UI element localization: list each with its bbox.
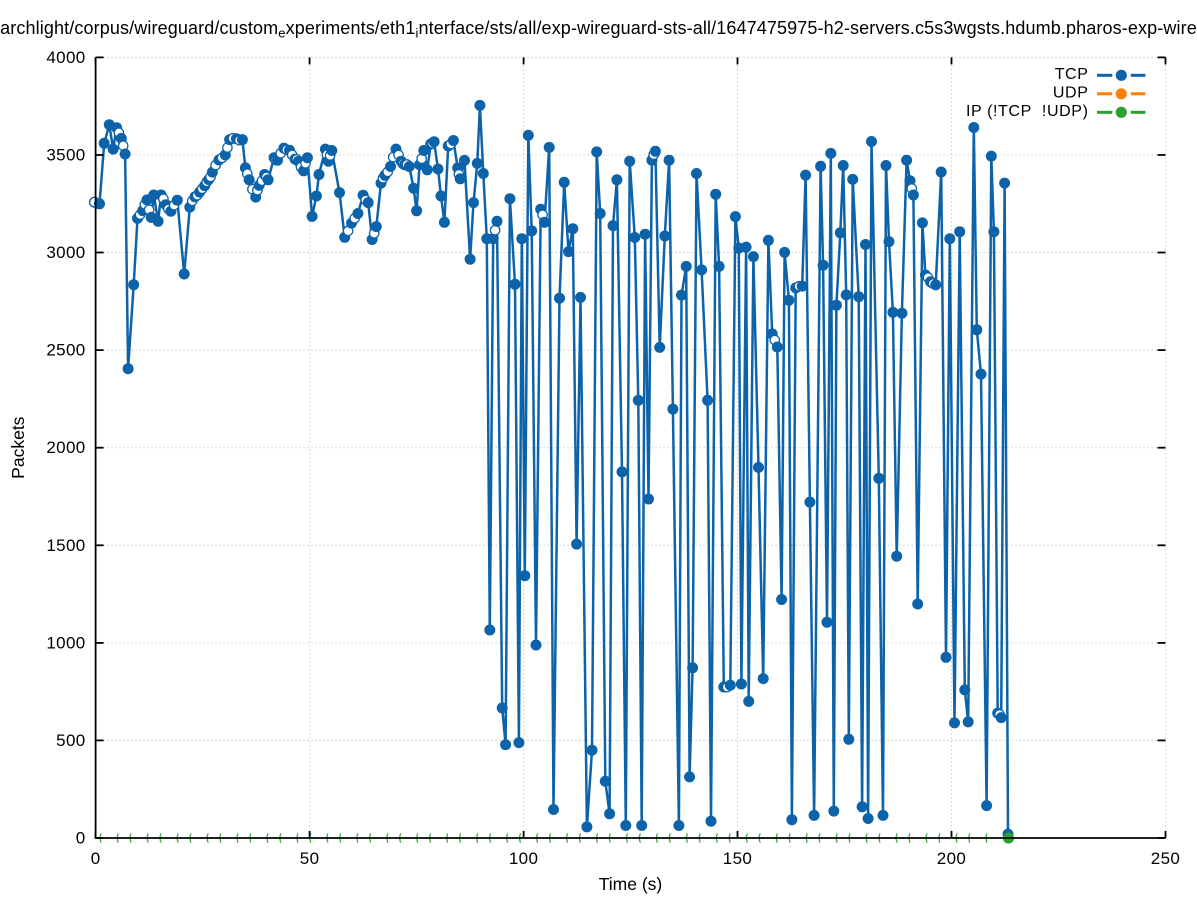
svg-text:0: 0 [76, 829, 86, 848]
svg-text:50: 50 [300, 849, 320, 868]
svg-text:250: 250 [1151, 849, 1180, 868]
svg-text:Packets: Packets [8, 416, 28, 478]
svg-text:2500: 2500 [46, 341, 85, 360]
svg-text:Time (s): Time (s) [599, 874, 663, 894]
svg-text:3500: 3500 [46, 146, 85, 165]
svg-text:1500: 1500 [46, 536, 85, 555]
svg-text:archlight/corpus/wireguard/cus: archlight/corpus/wireguard/customexperim… [0, 18, 1197, 41]
svg-text:IP (!TCP !UDP): IP (!TCP !UDP) [966, 103, 1089, 120]
svg-text:1000: 1000 [46, 633, 85, 652]
svg-text:200: 200 [937, 849, 966, 868]
svg-text:TCP: TCP [1055, 66, 1089, 83]
svg-text:100: 100 [509, 849, 538, 868]
svg-text:4000: 4000 [46, 48, 85, 67]
svg-text:UDP: UDP [1053, 85, 1089, 102]
svg-text:500: 500 [56, 731, 85, 750]
svg-text:2000: 2000 [46, 438, 85, 457]
svg-text:3000: 3000 [46, 243, 85, 262]
svg-text:0: 0 [91, 849, 101, 868]
svg-text:150: 150 [723, 849, 752, 868]
